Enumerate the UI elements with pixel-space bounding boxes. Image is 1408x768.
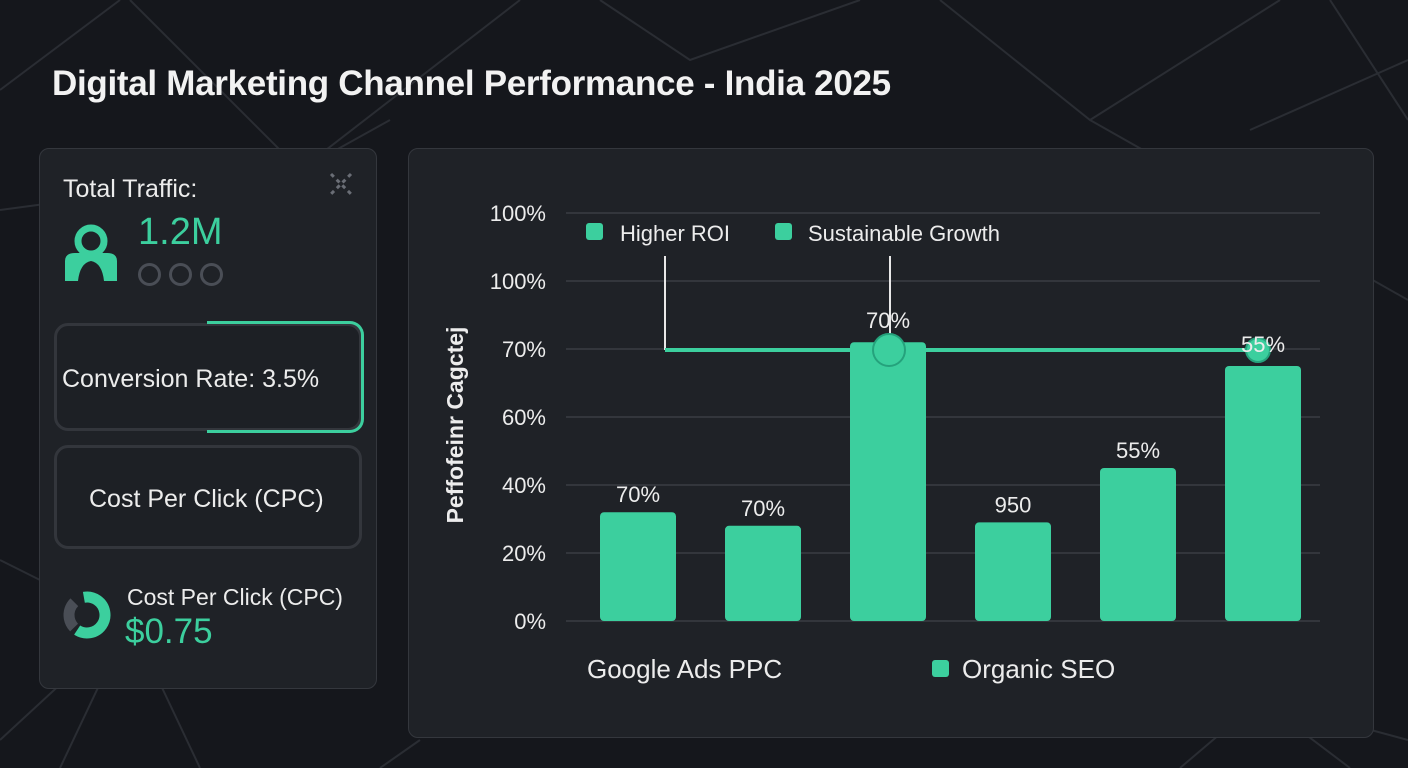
bar — [850, 342, 926, 621]
dot[interactable] — [169, 263, 192, 286]
user-icon — [65, 224, 117, 281]
total-traffic-value: 1.2M — [138, 211, 223, 253]
y-axis-label: Peffofeinr Cagctej — [442, 327, 468, 524]
bar — [1225, 366, 1301, 621]
bar-data-label: 70% — [866, 308, 910, 333]
bar-data-label: 55% — [1116, 438, 1160, 463]
y-tick-label: 100% — [490, 201, 546, 226]
cpc-label: Cost Per Click (CPC) — [127, 584, 343, 610]
legend-swatch-sustainable-growth — [775, 223, 792, 240]
legend-label-higher-roi: Higher ROI — [620, 221, 730, 246]
cpc-box — [54, 445, 362, 549]
y-tick-label: 60% — [502, 405, 546, 430]
legend-label-sustainable-growth: Sustainable Growth — [808, 221, 1000, 246]
bar — [1100, 468, 1176, 621]
category-swatch-organic-seo — [932, 660, 949, 677]
y-tick-label: 40% — [502, 473, 546, 498]
legend-swatch-higher-roi — [586, 223, 603, 240]
total-traffic-label: Total Traffic: — [63, 175, 198, 203]
y-tick-label: 0% — [514, 609, 546, 634]
dot[interactable] — [200, 263, 223, 286]
cpc-box-text: Cost Per Click (CPC) — [89, 485, 324, 513]
page-title: Digital Marketing Channel Performance - … — [52, 64, 891, 103]
pagination-dots — [138, 263, 223, 286]
bar-data-label: 55% — [1241, 332, 1285, 357]
bar-data-label: 950 — [995, 492, 1032, 517]
category-label-google-ads: Google Ads PPC — [587, 654, 782, 684]
category-label-organic-seo: Organic SEO — [962, 654, 1115, 684]
dot[interactable] — [138, 263, 161, 286]
donut-icon — [63, 591, 111, 639]
conversion-rate-accent — [207, 321, 364, 433]
reference-line — [664, 256, 1271, 367]
legend: Higher ROI Sustainable Growth — [586, 221, 1000, 246]
conversion-rate-text: Conversion Rate: 3.5% — [62, 365, 320, 393]
kpi-card: Total Traffic: 1.2M Conversion Rate: 3.5… — [39, 148, 377, 689]
bar — [600, 512, 676, 621]
bar — [725, 525, 801, 621]
bar-data-label: 70% — [616, 482, 660, 507]
y-tick-label: 70% — [502, 337, 546, 362]
bar-data-label: 70% — [741, 496, 785, 521]
y-tick-label: 100% — [490, 269, 546, 294]
cpc-value: $0.75 — [125, 612, 213, 651]
y-tick-label: 20% — [502, 541, 546, 566]
bar — [975, 522, 1051, 621]
